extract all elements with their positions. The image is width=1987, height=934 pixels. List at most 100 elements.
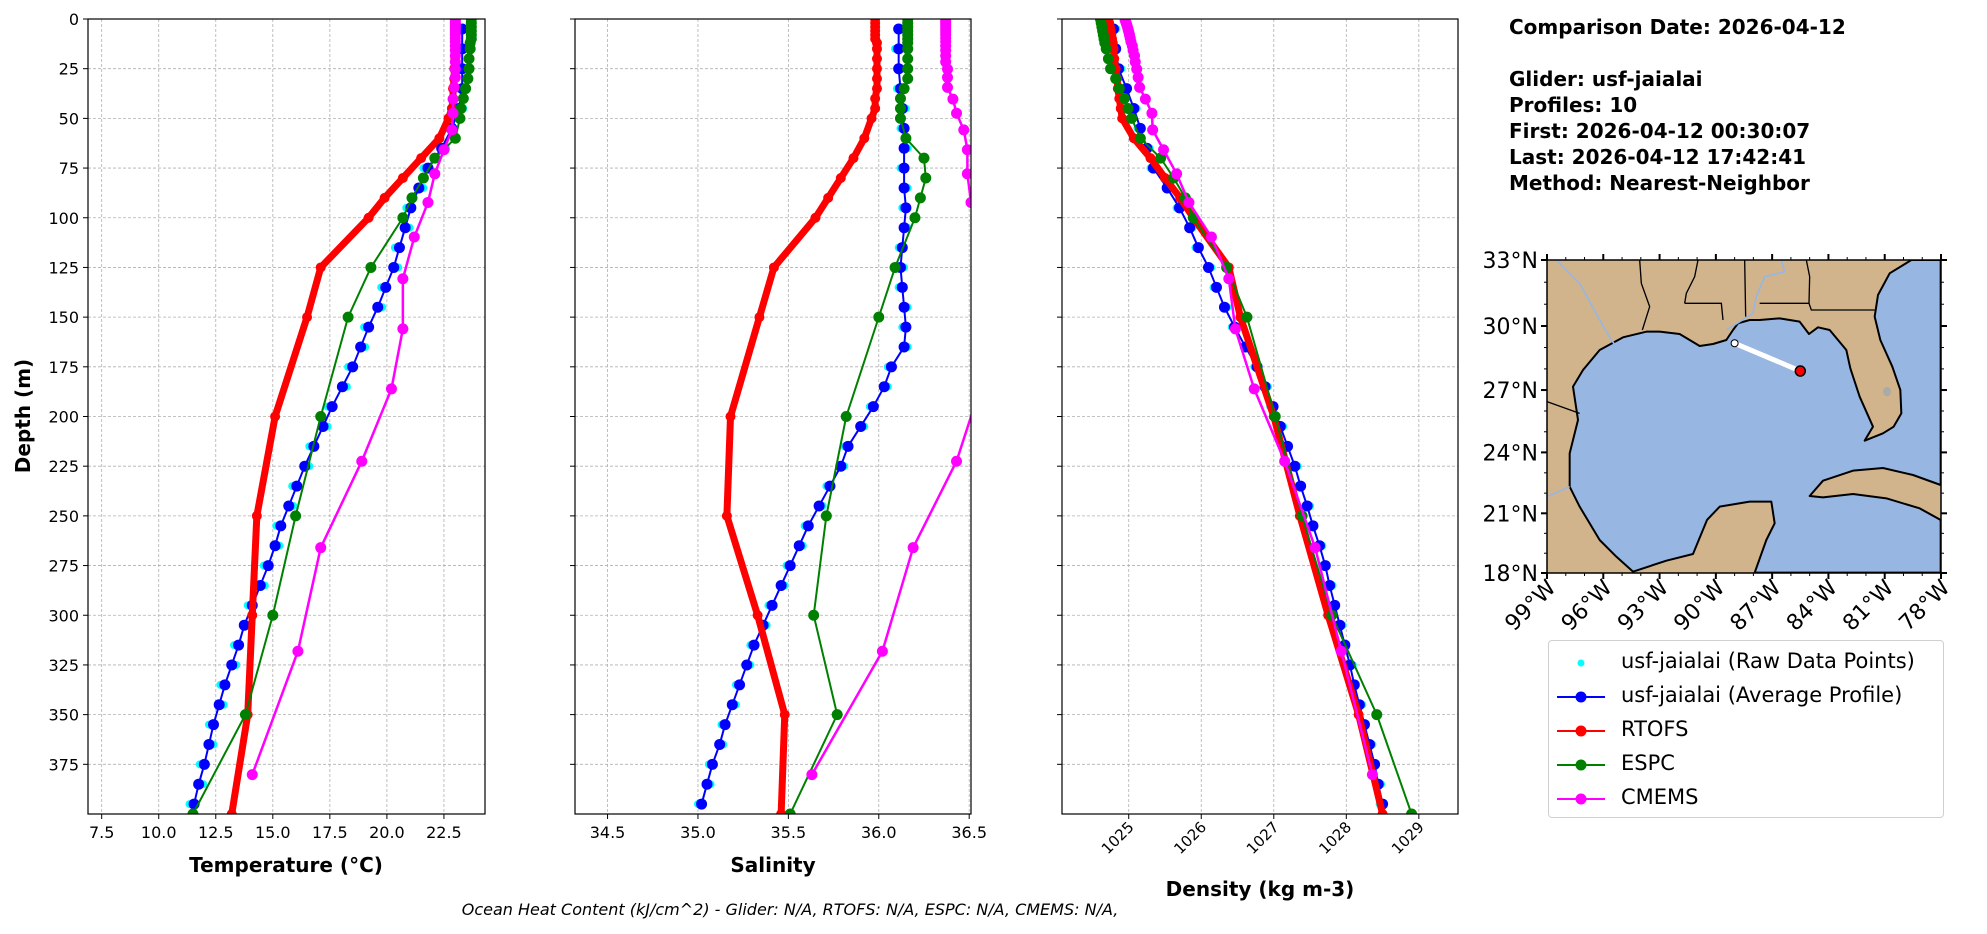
map-state-borders [1546,259,1875,414]
espc-series [187,19,477,814]
glider-location-map: 33°N30°N27°N24°N21°N18°N99°W96°W93°W90°W… [1483,249,1956,636]
average-profile-marker [867,401,879,413]
legend-label: RTOFS [1621,717,1689,741]
cmems-marker [907,542,919,554]
cmems-marker [1223,273,1235,285]
cmems-marker [448,81,460,93]
density-axes: 1025 1026 1027 1028 1029 [1057,18,1459,858]
average-profile-marker [898,222,910,234]
lon-tick-label: 90°W [1669,575,1730,636]
legend-label: usf-jaialai (Average Profile) [1621,683,1903,707]
map-water [1568,259,1941,573]
x-tick-label: 36.0 [861,823,897,842]
rtofs-marker [768,262,779,273]
lat-tick-label: 27°N [1483,379,1538,404]
average-profile-marker [388,261,400,273]
y-tick-label: 325 [48,656,79,675]
rtofs-marker [725,411,736,422]
series-layer [185,19,477,814]
average-profile-marker [283,500,295,512]
lon-tick-label: 96°W [1557,575,1618,636]
y-tick-label: 100 [48,209,79,228]
average-profile-marker [1301,500,1313,512]
map-river-texas [1555,259,1617,348]
cmems-marker [446,124,458,136]
lat-tick-label: 33°N [1483,249,1538,274]
method: Method: Nearest-Neighbor [1509,171,1810,195]
average-profile-marker [1324,579,1336,591]
espc-marker [1269,411,1281,422]
y-tick-label: 125 [48,258,79,277]
average-profile-marker [233,639,245,651]
average-profile-marker [893,63,905,75]
cmems-marker [1366,769,1378,781]
average-profile-marker [1289,460,1301,472]
cmems-series [1119,19,1378,781]
cmems-marker [961,168,971,180]
lon-tick-label: 81°W [1838,575,1899,636]
average-profile-marker [326,401,338,413]
rtofs-marker [871,83,882,94]
lon-tick-label: 78°W [1895,575,1956,636]
average-profile-marker [726,699,738,711]
cmems-marker [408,231,420,243]
average-profile-marker [793,540,805,552]
espc-marker [1122,102,1134,114]
lat-tick-label: 24°N [1483,441,1538,466]
espc-marker [820,510,832,522]
average-profile-marker [203,738,215,750]
cmems-marker [449,71,461,83]
x-tick-label: 1029 [1388,818,1428,858]
cmems-marker [385,383,397,395]
average-profile-marker [393,242,405,254]
rtofs-marker [866,113,877,124]
average-profile-marker [1307,520,1319,532]
average-profile-marker [714,738,726,750]
cmems-marker [1335,645,1347,657]
average-profile-marker [347,361,359,373]
average-profile-marker [198,758,210,770]
map-lake-okeechobee [1882,386,1891,397]
line-marker-icon [1557,691,1605,703]
espc-marker [429,152,441,164]
cmems-marker [958,124,970,136]
rtofs-marker [870,93,881,104]
cmems-marker [429,168,441,180]
cmems-line [1123,19,1374,775]
lat-tick-label: 18°N [1483,562,1538,587]
rtofs-marker [871,73,882,84]
rtofs-marker [251,510,262,521]
average-profile-marker [1218,301,1230,313]
axes-frame [87,18,486,815]
cmems-marker [975,383,986,394]
average-profile-marker [734,679,746,691]
rtofs-marker [870,103,881,114]
rtofs-marker [1159,173,1170,183]
espc-marker [909,212,921,224]
track-end-marker [1794,365,1807,377]
x-tick-label: 1027 [1243,818,1283,858]
axes-frame [574,18,972,815]
glider-name: Glider: usf-jaialai [1509,67,1703,91]
comparison-date: Comparison Date: 2026-04-12 [1509,15,1846,39]
average-profile-marker [775,579,787,591]
espc-marker [894,112,906,124]
cmems-marker [397,273,409,285]
espc-marker [902,73,914,85]
x-tick-label: 36.5 [951,823,987,842]
average-profile-marker [893,43,905,55]
cmems-marker [246,769,258,781]
salinity-axis-label: Salinity [730,853,815,877]
average-profile-marker [219,679,231,691]
average-profile-marker [719,719,731,731]
x-tick-label: 17.5 [312,823,348,842]
legend-item-cmems: CMEMS [1549,783,1943,813]
average-profile-marker [1319,560,1331,572]
rtofs-marker [871,63,882,74]
rtofs-marker [721,510,732,521]
cmems-marker [292,645,304,657]
x-tick-label: 1026 [1170,818,1210,858]
average-profile-marker [1192,242,1204,254]
series-layer [1094,19,1418,814]
average-profile-marker [238,619,250,631]
